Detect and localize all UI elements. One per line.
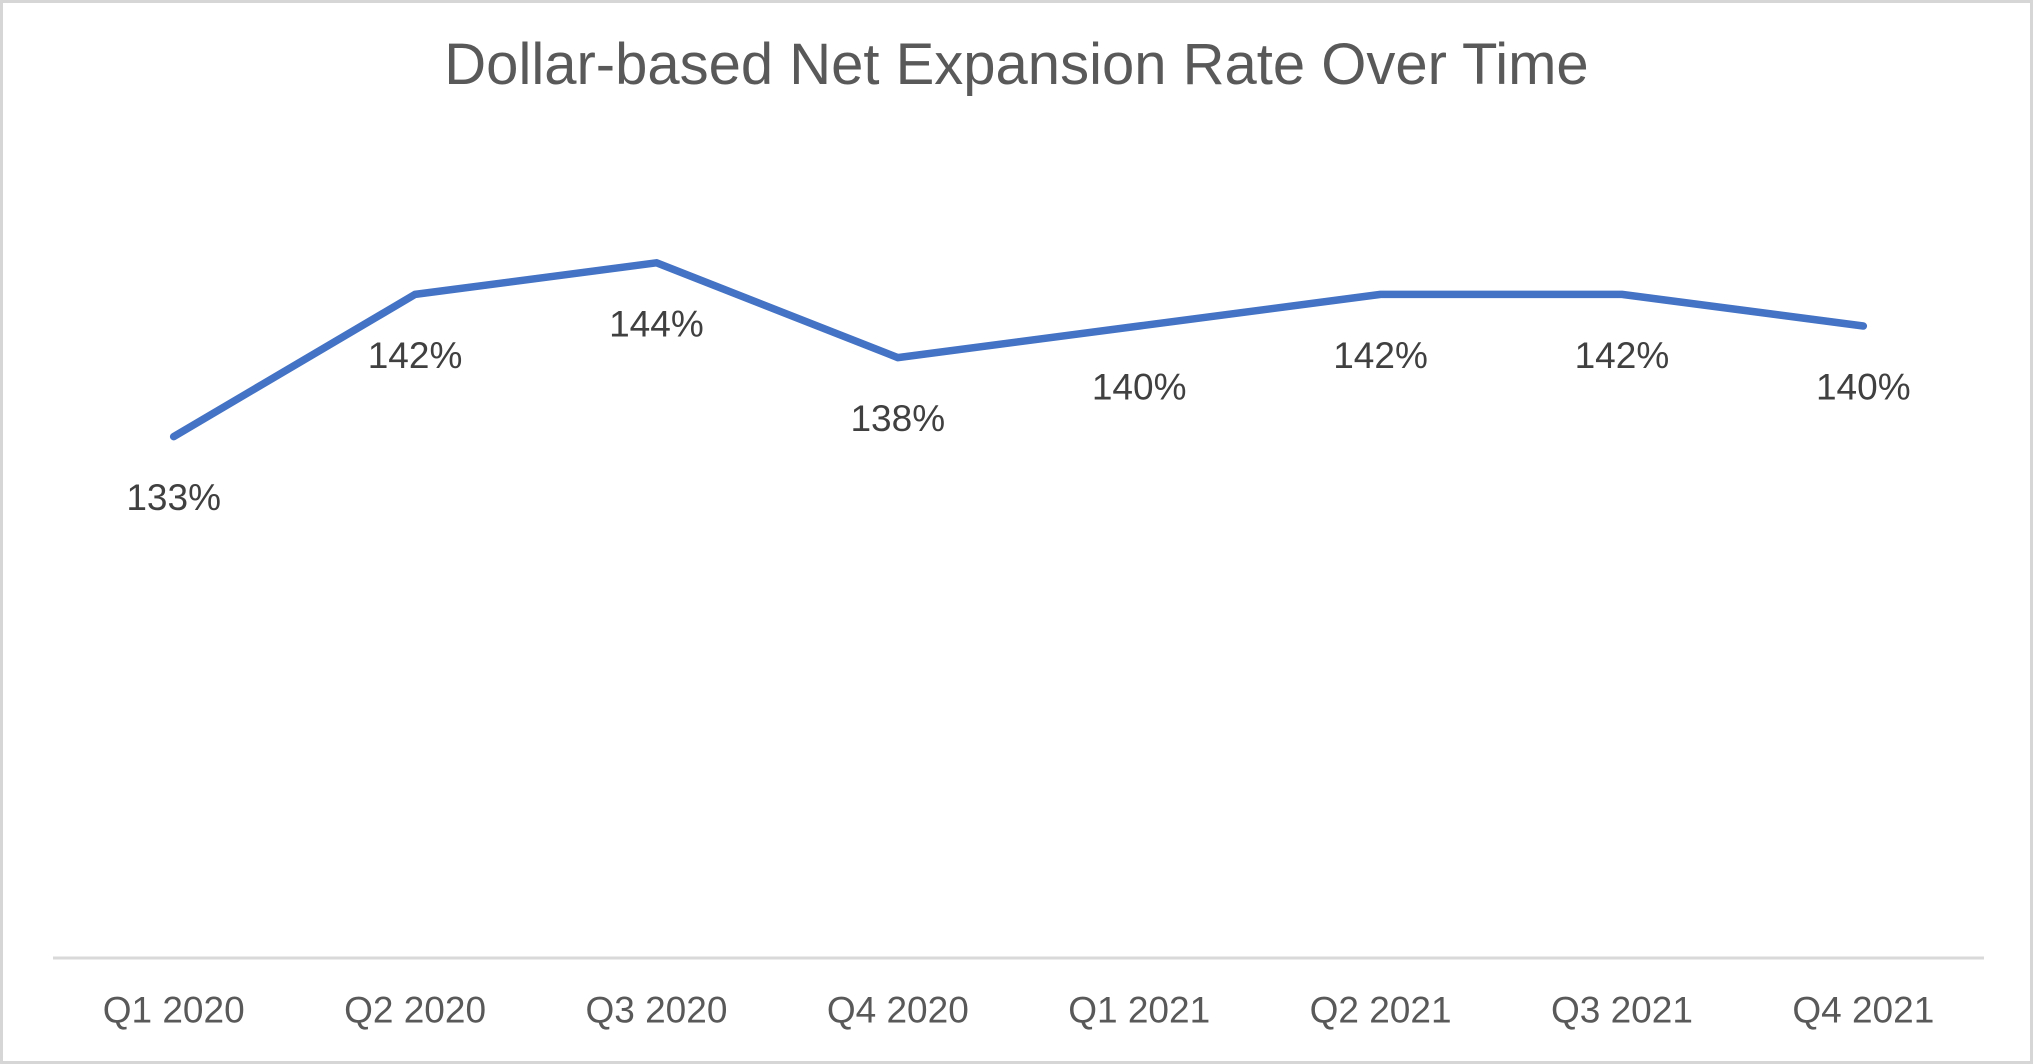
data-label: 133%: [126, 477, 221, 518]
line-chart: 133% 142% 144% 138% 140% 142% 142% 140% Q1 2020 Q…: [53, 259, 1984, 1031]
data-label: 142%: [1333, 335, 1428, 376]
data-label: 140%: [1816, 367, 1911, 408]
series-line: [169, 259, 1868, 441]
x-axis-label: Q3 2021: [1551, 990, 1693, 1031]
data-label: 142%: [1575, 335, 1670, 376]
data-label: 138%: [850, 398, 945, 439]
chart-title: Dollar-based Net Expansion Rate Over Tim…: [444, 32, 1589, 97]
x-axis-label: Q3 2020: [585, 990, 727, 1031]
x-axis-label: Q1 2021: [1068, 990, 1210, 1031]
x-axis-label: Q1 2020: [103, 990, 245, 1031]
data-label: 140%: [1092, 367, 1187, 408]
x-axis-label: Q2 2020: [344, 990, 486, 1031]
data-label: 142%: [368, 335, 463, 376]
data-label: 144%: [609, 303, 704, 344]
x-axis-label: Q4 2020: [827, 990, 969, 1031]
x-axis-label: Q4 2021: [1792, 990, 1934, 1031]
x-axis-label: Q2 2021: [1310, 990, 1452, 1031]
